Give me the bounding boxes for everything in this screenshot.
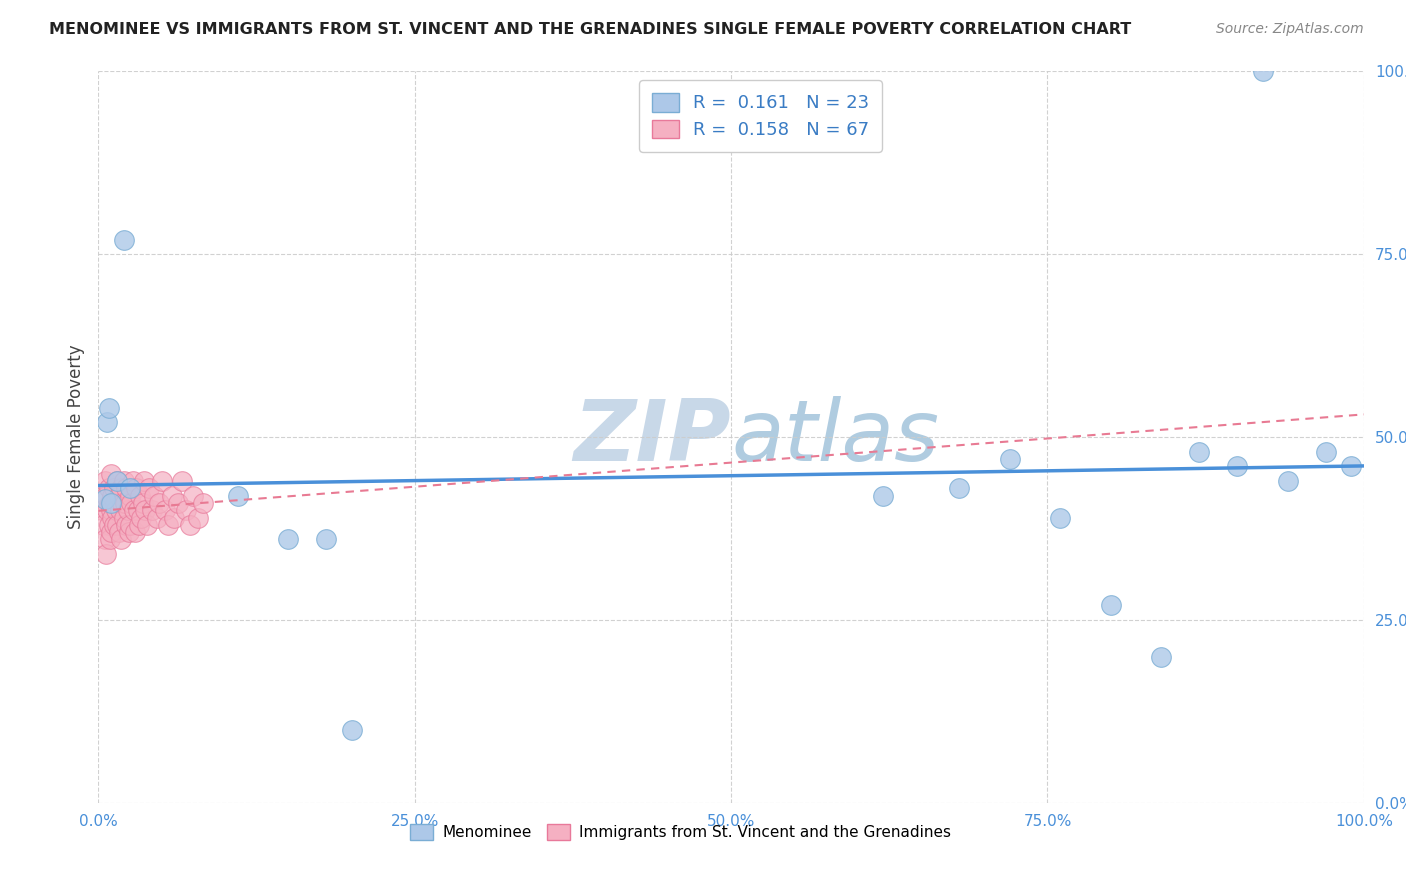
Point — [340, 723, 363, 737]
Point — [122, 503, 145, 517]
Point — [94, 489, 117, 503]
Point — [115, 517, 138, 532]
Point — [187, 510, 209, 524]
Point — [131, 510, 153, 524]
Point — [1188, 444, 1211, 458]
Point — [98, 533, 121, 547]
Point — [107, 525, 129, 540]
Point — [111, 496, 134, 510]
Point — [150, 474, 173, 488]
Point — [112, 233, 135, 247]
Point — [96, 503, 118, 517]
Point — [93, 474, 117, 488]
Point — [97, 517, 120, 532]
Point — [93, 517, 115, 532]
Point — [148, 496, 170, 510]
Point — [1251, 64, 1274, 78]
Point — [128, 517, 150, 532]
Point — [101, 489, 124, 503]
Point — [163, 510, 186, 524]
Point — [114, 496, 136, 510]
Point — [129, 489, 152, 503]
Point — [179, 517, 201, 532]
Point — [100, 467, 122, 481]
Text: atlas: atlas — [731, 395, 939, 479]
Point — [125, 481, 148, 495]
Legend: Menominee, Immigrants from St. Vincent and the Grenadines: Menominee, Immigrants from St. Vincent a… — [404, 818, 957, 847]
Point — [1150, 649, 1173, 664]
Point — [138, 481, 160, 495]
Point — [174, 503, 197, 517]
Point — [93, 533, 117, 547]
Point — [101, 510, 124, 524]
Point — [277, 533, 299, 547]
Point — [170, 474, 193, 488]
Point — [112, 510, 135, 524]
Point — [100, 496, 122, 510]
Point — [107, 474, 129, 488]
Point — [143, 489, 166, 503]
Point — [103, 481, 125, 495]
Point — [134, 503, 156, 517]
Point — [97, 401, 120, 415]
Point — [97, 481, 120, 495]
Point — [96, 416, 118, 430]
Point — [91, 503, 114, 517]
Point — [117, 503, 139, 517]
Point — [315, 533, 337, 547]
Point — [93, 492, 117, 507]
Point — [145, 510, 167, 524]
Point — [100, 503, 122, 517]
Point — [1277, 474, 1299, 488]
Point — [112, 474, 135, 488]
Text: Source: ZipAtlas.com: Source: ZipAtlas.com — [1216, 22, 1364, 37]
Point — [120, 481, 141, 495]
Point — [110, 533, 132, 547]
Point — [1340, 459, 1362, 474]
Point — [155, 503, 177, 517]
Point — [121, 474, 143, 488]
Point — [141, 503, 163, 517]
Point — [132, 496, 155, 510]
Point — [1049, 510, 1071, 524]
Point — [108, 503, 131, 517]
Point — [100, 525, 122, 540]
Point — [118, 525, 141, 540]
Point — [135, 517, 157, 532]
Point — [157, 517, 180, 532]
Point — [127, 503, 149, 517]
Point — [107, 474, 129, 488]
Point — [998, 452, 1021, 467]
Point — [120, 489, 141, 503]
Point — [107, 517, 129, 532]
Point — [120, 517, 141, 532]
Point — [105, 503, 128, 517]
Point — [193, 496, 215, 510]
Point — [94, 547, 117, 561]
Point — [183, 489, 205, 503]
Text: MENOMINEE VS IMMIGRANTS FROM ST. VINCENT AND THE GRENADINES SINGLE FEMALE POVERT: MENOMINEE VS IMMIGRANTS FROM ST. VINCENT… — [49, 22, 1132, 37]
Y-axis label: Single Female Poverty: Single Female Poverty — [66, 345, 84, 529]
Point — [107, 489, 129, 503]
Point — [1315, 444, 1337, 458]
Point — [103, 517, 125, 532]
Point — [124, 525, 146, 540]
Point — [948, 481, 970, 495]
Point — [98, 496, 121, 510]
Point — [120, 496, 142, 510]
Point — [1226, 459, 1249, 474]
Point — [872, 489, 894, 503]
Text: ZIP: ZIP — [574, 395, 731, 479]
Point — [1099, 599, 1122, 613]
Point — [115, 481, 138, 495]
Point — [167, 496, 190, 510]
Point — [110, 481, 132, 495]
Point — [160, 489, 183, 503]
Point — [104, 496, 127, 510]
Point — [132, 474, 155, 488]
Point — [226, 489, 249, 503]
